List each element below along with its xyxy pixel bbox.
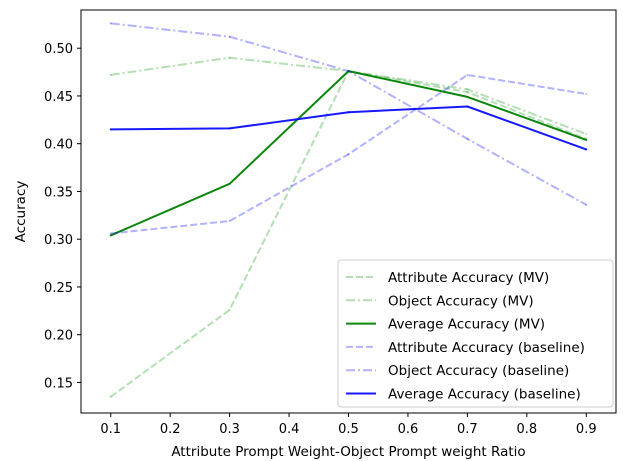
legend-label: Attribute Accuracy (baseline) bbox=[388, 340, 585, 356]
series-3 bbox=[109, 70, 588, 237]
y-tick-label: 0.25 bbox=[44, 281, 73, 296]
data-point bbox=[109, 22, 112, 25]
data-point bbox=[466, 95, 469, 98]
legend-label: Average Accuracy (MV) bbox=[388, 317, 545, 333]
series-6 bbox=[109, 105, 588, 151]
x-tick-label: 0.1 bbox=[100, 422, 121, 437]
series-line bbox=[110, 22, 587, 206]
legend-label: Object Accuracy (baseline) bbox=[388, 363, 569, 379]
x-tick-label: 0.6 bbox=[398, 422, 419, 437]
x-tick-label: 0.9 bbox=[576, 422, 597, 437]
data-point bbox=[109, 395, 112, 398]
data-point bbox=[466, 91, 469, 94]
data-point bbox=[109, 73, 112, 76]
y-tick-label: 0.20 bbox=[44, 329, 73, 344]
y-tick-label: 0.50 bbox=[44, 42, 73, 57]
data-point bbox=[347, 70, 350, 73]
y-axis-label: Accuracy bbox=[13, 181, 29, 243]
data-point bbox=[228, 127, 231, 130]
y-tick-label: 0.45 bbox=[44, 90, 73, 105]
y-tick-label: 0.15 bbox=[44, 376, 73, 391]
data-point bbox=[585, 203, 588, 206]
legend-label: Average Accuracy (baseline) bbox=[388, 387, 581, 403]
data-point bbox=[347, 153, 350, 156]
data-point bbox=[228, 56, 231, 59]
x-tick-label: 0.4 bbox=[279, 422, 300, 437]
x-tick-label: 0.2 bbox=[160, 422, 181, 437]
x-axis-label: Attribute Prompt Weight-Object Prompt we… bbox=[171, 444, 525, 460]
data-point bbox=[347, 111, 350, 114]
data-point bbox=[109, 128, 112, 131]
legend-label: Object Accuracy (MV) bbox=[388, 293, 534, 309]
data-point bbox=[585, 148, 588, 151]
data-point bbox=[466, 137, 469, 140]
y-axis-ticks: 0.15 0.20 0.25 0.30 0.35 0.40 0.45 0.50 bbox=[44, 42, 81, 391]
legend-box bbox=[337, 259, 614, 408]
y-tick-label: 0.35 bbox=[44, 185, 73, 200]
series-5 bbox=[109, 22, 588, 206]
legend: Attribute Accuracy (MV) Object Accuracy (… bbox=[337, 259, 614, 408]
x-tick-label: 0.5 bbox=[338, 422, 359, 437]
y-tick-label: 0.40 bbox=[44, 138, 73, 153]
x-tick-label: 0.7 bbox=[457, 422, 478, 437]
data-point bbox=[585, 93, 588, 96]
x-tick-label: 0.3 bbox=[219, 422, 240, 437]
data-point bbox=[466, 105, 469, 108]
series-4 bbox=[109, 73, 588, 235]
data-point bbox=[109, 232, 112, 235]
x-axis-ticks: 0.1 0.2 0.3 0.4 0.5 0.6 0.7 0.8 0.9 bbox=[100, 413, 597, 437]
series-line bbox=[110, 73, 587, 235]
data-point bbox=[109, 234, 112, 237]
data-point bbox=[228, 220, 231, 223]
data-point bbox=[585, 138, 588, 141]
x-tick-label: 0.8 bbox=[516, 422, 537, 437]
data-point bbox=[347, 70, 350, 73]
data-point bbox=[228, 182, 231, 185]
legend-label: Attribute Accuracy (MV) bbox=[388, 270, 549, 286]
data-point bbox=[466, 73, 469, 76]
y-tick-label: 0.30 bbox=[44, 233, 73, 248]
series-layer bbox=[109, 22, 588, 398]
data-point bbox=[466, 88, 469, 91]
data-point bbox=[228, 35, 231, 38]
data-point bbox=[228, 308, 231, 311]
data-point bbox=[585, 133, 588, 136]
